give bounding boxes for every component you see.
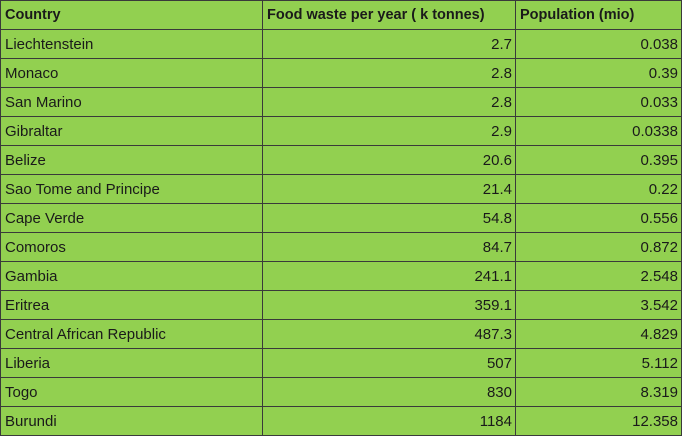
population-cell: 0.556 <box>515 203 682 233</box>
table-row: Cape Verde 54.8 0.556 <box>0 203 682 233</box>
population-cell: 0.39 <box>515 58 682 88</box>
table-row: Monaco 2.8 0.39 <box>0 58 682 88</box>
table-row: Central African Republic 487.3 4.829 <box>0 319 682 349</box>
column-header-food-waste: Food waste per year ( k tonnes) <box>262 0 516 30</box>
population-cell: 3.542 <box>515 290 682 320</box>
food-waste-cell: 1184 <box>262 406 516 436</box>
population-cell: 0.033 <box>515 87 682 117</box>
population-cell: 5.112 <box>515 348 682 378</box>
food-waste-cell: 241.1 <box>262 261 516 291</box>
country-cell: Togo <box>0 377 263 407</box>
food-waste-cell: 359.1 <box>262 290 516 320</box>
country-cell: Burundi <box>0 406 263 436</box>
table-row: Burundi 1184 12.358 <box>0 406 682 436</box>
food-waste-cell: 21.4 <box>262 174 516 204</box>
table-row: Eritrea 359.1 3.542 <box>0 290 682 320</box>
table-row: Sao Tome and Principe 21.4 0.22 <box>0 174 682 204</box>
food-waste-cell: 54.8 <box>262 203 516 233</box>
country-cell: Liechtenstein <box>0 29 263 59</box>
food-waste-cell: 2.8 <box>262 58 516 88</box>
column-header-population: Population (mio) <box>515 0 682 30</box>
country-cell: Eritrea <box>0 290 263 320</box>
country-cell: Gambia <box>0 261 263 291</box>
country-cell: Gibraltar <box>0 116 263 146</box>
population-cell: 8.319 <box>515 377 682 407</box>
country-cell: San Marino <box>0 87 263 117</box>
population-cell: 0.395 <box>515 145 682 175</box>
country-cell: Liberia <box>0 348 263 378</box>
food-waste-cell: 20.6 <box>262 145 516 175</box>
food-waste-cell: 84.7 <box>262 232 516 262</box>
table-row: Belize 20.6 0.395 <box>0 145 682 175</box>
country-cell: Central African Republic <box>0 319 263 349</box>
population-cell: 0.22 <box>515 174 682 204</box>
population-cell: 0.038 <box>515 29 682 59</box>
column-header-country: Country <box>0 0 263 30</box>
population-cell: 2.548 <box>515 261 682 291</box>
population-cell: 0.872 <box>515 232 682 262</box>
population-cell: 12.358 <box>515 406 682 436</box>
table-row: Comoros 84.7 0.872 <box>0 232 682 262</box>
table-row: Gambia 241.1 2.548 <box>0 261 682 291</box>
country-cell: Comoros <box>0 232 263 262</box>
food-waste-cell: 2.9 <box>262 116 516 146</box>
country-cell: Cape Verde <box>0 203 263 233</box>
header-row: Country Food waste per year ( k tonnes) … <box>0 0 682 30</box>
food-waste-cell: 487.3 <box>262 319 516 349</box>
table-row: Liechtenstein 2.7 0.038 <box>0 29 682 59</box>
country-cell: Monaco <box>0 58 263 88</box>
food-waste-cell: 2.7 <box>262 29 516 59</box>
table-row: San Marino 2.8 0.033 <box>0 87 682 117</box>
population-cell: 0.0338 <box>515 116 682 146</box>
country-cell: Belize <box>0 145 263 175</box>
table-row: Togo 830 8.319 <box>0 377 682 407</box>
population-cell: 4.829 <box>515 319 682 349</box>
food-waste-cell: 2.8 <box>262 87 516 117</box>
country-cell: Sao Tome and Principe <box>0 174 263 204</box>
food-waste-cell: 507 <box>262 348 516 378</box>
table-row: Liberia 507 5.112 <box>0 348 682 378</box>
table-row: Gibraltar 2.9 0.0338 <box>0 116 682 146</box>
food-waste-cell: 830 <box>262 377 516 407</box>
